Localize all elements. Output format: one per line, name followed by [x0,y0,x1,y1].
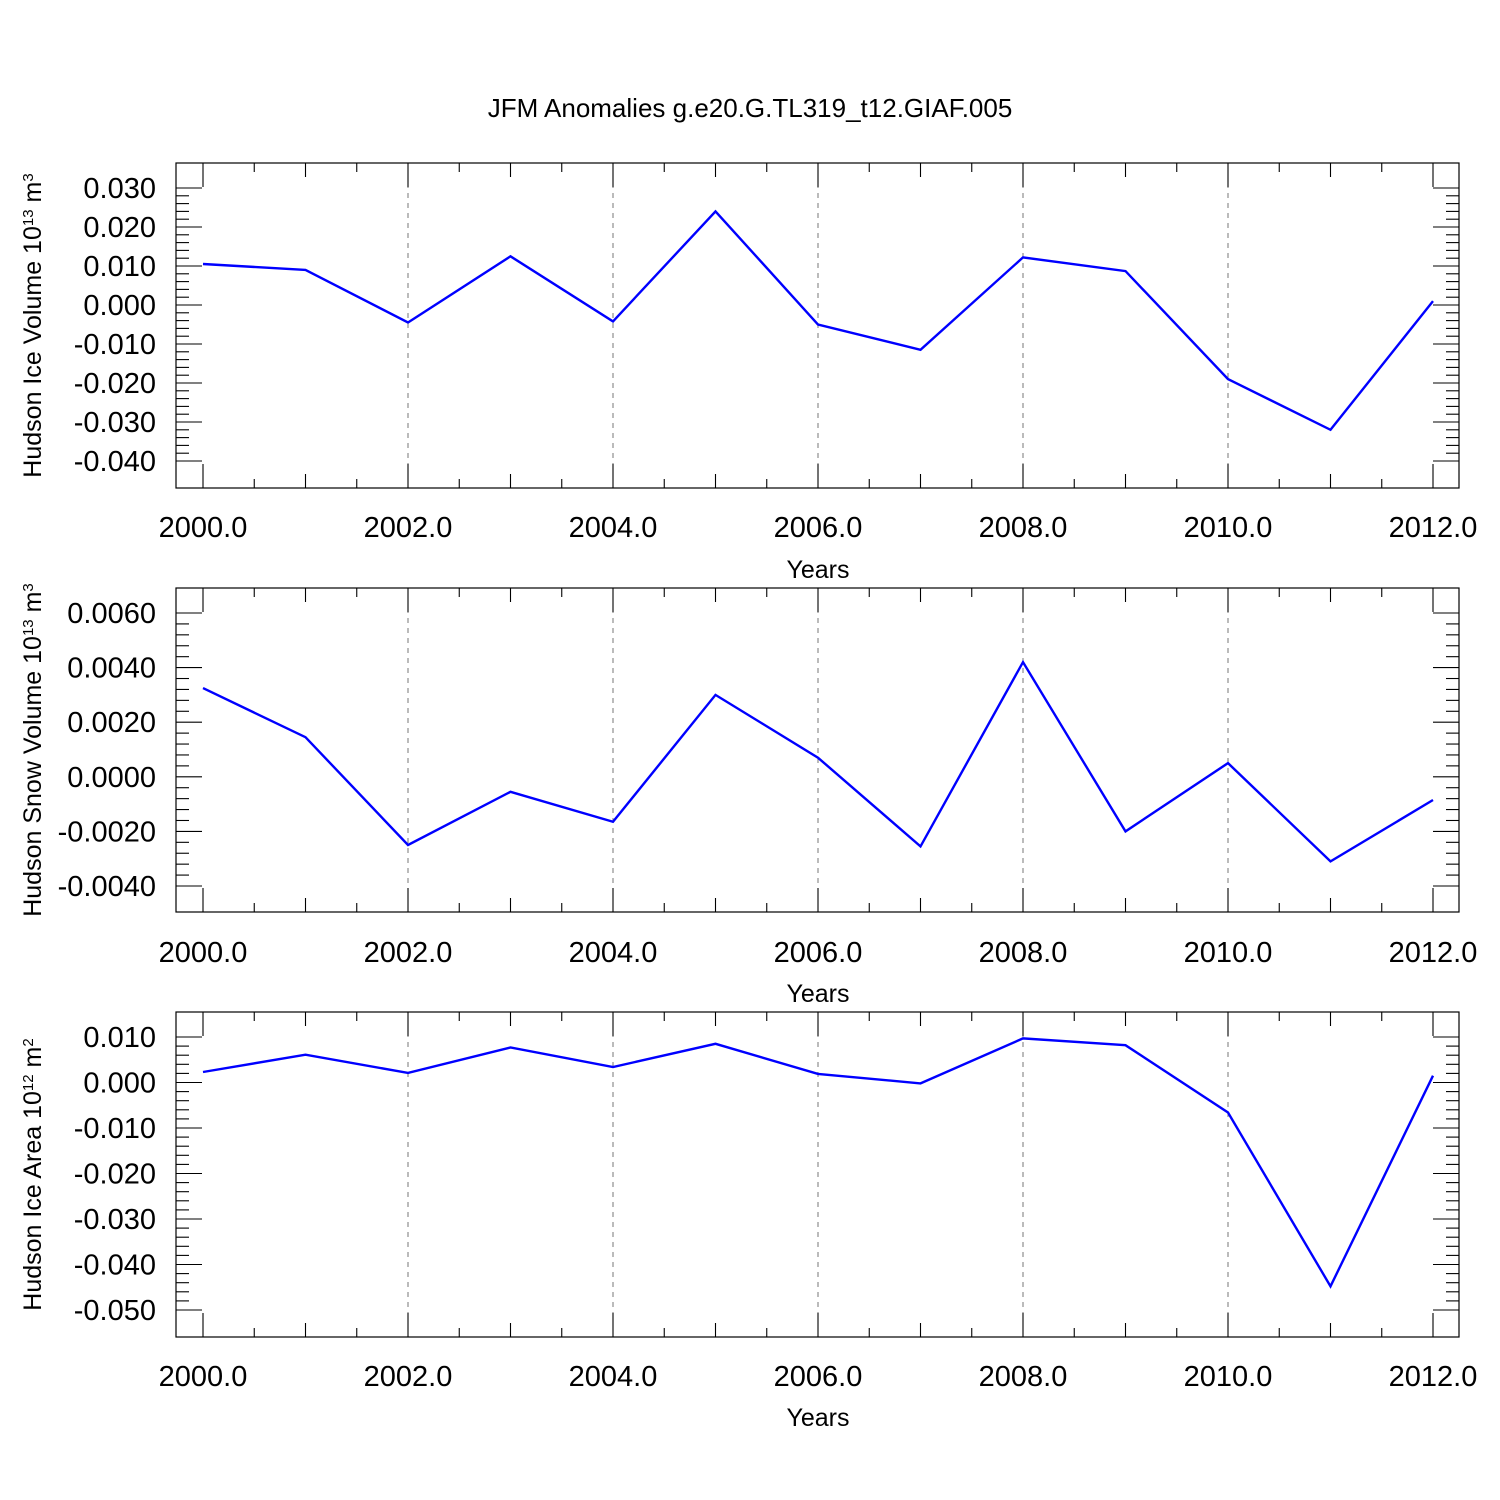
y-tick-label: -0.030 [74,407,156,439]
x-tick-label: 2010.0 [1184,1361,1273,1393]
series-line [202,659,1434,863]
y-tick-label: -0.0020 [58,816,156,848]
x-tick-label: 2004.0 [569,512,658,544]
x-axis-title: Years [786,1404,849,1432]
x-tick-label: 2000.0 [159,937,248,969]
figure-title: JFM Anomalies g.e20.G.TL319_t12.GIAF.005 [488,93,1013,123]
y-axis-title: Hudson Ice Area 1012 m2 [19,1038,47,1310]
y-axis-title-part: Hudson Ice Area 10 [19,1091,47,1311]
y-tick-label: -0.010 [74,1113,156,1145]
y-tick-label: 0.010 [83,251,156,283]
y-axis-title-part: Hudson Ice Volume 10 [19,226,47,478]
x-tick-label: 2012.0 [1389,1361,1478,1393]
y-tick-label: 0.030 [83,173,156,205]
y-tick-label: 0.0060 [67,598,156,630]
y-tick-label: 0.000 [83,1068,156,1100]
x-tick-label: 2002.0 [364,937,453,969]
y-axis-title: Hudson Ice Volume 1013 m3 [19,173,47,477]
y-tick-label: -0.040 [74,446,156,478]
panels: 2000.0 2002.0 2004.0 2006.0 2008.0 2010.0 2012… [19,162,1478,1432]
x-tick-label: 2002.0 [364,512,453,544]
panel-3: 2000.0 2002.0 2004.0 2006.0 2008.0 2010.0 2012… [19,1011,1478,1432]
y-tick-label: 0.020 [83,212,156,244]
x-tick-label: 2012.0 [1389,512,1478,544]
y-tick-label: -0.020 [74,368,156,400]
x-tick-label: 2004.0 [569,937,658,969]
x-tick-label: 2008.0 [979,937,1068,969]
x-tick-label: 2004.0 [569,1361,658,1393]
x-tick-label: 2008.0 [979,512,1068,544]
y-tick-label: 0.0040 [67,653,156,685]
y-tick-label: -0.0040 [58,871,156,903]
y-axis-title-superscript: 13 [20,209,37,226]
series-line [202,1037,1435,1289]
x-axis-title: Years [786,980,849,1008]
panel-2: 2000.0 2002.0 2004.0 2006.0 2008.0 2010.0 2012… [19,583,1477,1008]
y-tick-label: 0.000 [83,290,156,322]
y-axis-title-superscript: 3 [20,173,37,181]
x-tick-label: 2006.0 [774,1361,863,1393]
y-axis-title: Hudson Snow Volume 1013 m3 [19,583,47,917]
x-tick-label: 2008.0 [979,1361,1068,1393]
y-tick-label: -0.020 [74,1159,156,1191]
y-axis-title-part: m [19,592,47,620]
y-tick-label: -0.030 [74,1204,156,1236]
x-axis-title: Years [786,556,849,584]
y-tick-label: -0.010 [74,329,156,361]
y-axis-title-superscript: 2 [20,1038,37,1046]
x-tick-label: 2012.0 [1389,937,1478,969]
y-axis-title-superscript: 13 [20,619,37,636]
y-axis-title-superscript: 12 [20,1074,37,1091]
x-tick-label: 2010.0 [1184,512,1273,544]
y-axis-title-part: m [19,1047,47,1075]
y-tick-label: -0.040 [74,1250,156,1282]
x-tick-label: 2002.0 [364,1361,453,1393]
series-line [202,209,1434,432]
y-tick-label: 0.0020 [67,707,156,739]
y-axis-title-part: m [19,182,47,210]
x-tick-label: 2010.0 [1184,937,1273,969]
x-tick-label: 2000.0 [159,512,248,544]
x-tick-label: 2006.0 [774,512,863,544]
y-axis-title-part: Hudson Snow Volume 10 [19,636,47,917]
y-tick-label: -0.050 [74,1295,156,1327]
y-tick-label: 0.010 [83,1022,156,1054]
panel-1: 2000.0 2002.0 2004.0 2006.0 2008.0 2010.0 2012… [19,162,1478,584]
y-axis-title-superscript: 3 [20,583,37,591]
x-tick-label: 2000.0 [159,1361,248,1393]
y-tick-label: 0.0000 [67,762,156,794]
x-tick-label: 2006.0 [774,937,863,969]
